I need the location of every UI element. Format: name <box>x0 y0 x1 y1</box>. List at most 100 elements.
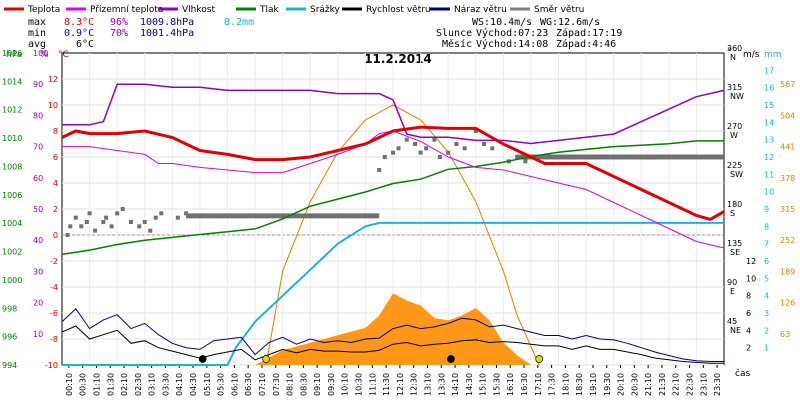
humidity-line <box>62 83 725 145</box>
tick-label-x: 20:30 <box>630 373 639 396</box>
solar-radiation-area <box>199 293 724 365</box>
tick-label-x: 18:30 <box>575 373 584 396</box>
tick-label-ms: 12 <box>746 257 756 266</box>
tick-label-x: 17:10 <box>534 373 543 396</box>
tick-label-hum: 60 <box>33 174 43 183</box>
tick-label-x: 05:10 <box>203 373 212 396</box>
tick-label-dir: 45 <box>727 317 737 326</box>
legend-label: Náraz větru <box>454 5 507 15</box>
tick-label-x: 06:10 <box>230 373 239 396</box>
tick-label-mm: 3 <box>764 309 769 318</box>
tick-label-temp: -8 <box>50 335 58 344</box>
legend-label: Vlhkost <box>182 5 215 15</box>
tick-label-x: 19:10 <box>589 373 598 396</box>
wind-direction-point <box>396 146 401 151</box>
tick-label-x: 04:30 <box>189 373 198 396</box>
wind-speed-line <box>61 325 724 364</box>
axis-label-hum: % <box>40 50 49 60</box>
tick-label-x: 03:30 <box>161 373 170 396</box>
axis-label-temp: °C <box>58 50 69 60</box>
tick-label-temp: -10 <box>45 361 58 370</box>
axis-label-time: čas <box>735 368 750 379</box>
stats-max-press: 1009.8hPa <box>140 17 194 28</box>
wind-direction-point <box>490 146 495 151</box>
wind-direction-point <box>142 220 147 224</box>
tick-label-dir: 225 <box>727 161 742 170</box>
tick-label-mm: 5 <box>764 274 769 283</box>
stats-avg-temp: 6°C <box>76 39 94 50</box>
tick-label-x: 07:10 <box>258 373 267 396</box>
tick-label-x: 08:30 <box>299 373 308 396</box>
tick-label-x: 09:30 <box>327 373 336 396</box>
tick-label-dir: 135 <box>727 239 742 248</box>
tick-label-hum: 80 <box>33 111 43 120</box>
tick-label-temp: 6 <box>53 153 58 162</box>
tick-label-mm: 11 <box>764 170 774 179</box>
tick-label-x: 08:10 <box>286 373 295 396</box>
tick-label-temp: 10 <box>48 101 58 110</box>
tick-label-dir-code: SW <box>730 170 743 179</box>
tick-label-ms: 8 <box>746 292 751 301</box>
chart-title: 11.2.2014 <box>364 52 432 66</box>
temperature-line <box>61 125 725 222</box>
tick-label-x: 23:30 <box>713 373 722 396</box>
info-wg: WG:12.6m/s <box>540 17 600 28</box>
stats-min-hum: 70% <box>110 28 128 39</box>
tick-label-hum: 70 <box>33 143 43 152</box>
tick-label-x: 09:10 <box>313 373 322 396</box>
moonset-marker <box>198 355 207 363</box>
info-block: WS:10.4m/s WG:12.6m/s Slunce Východ:07:2… <box>436 17 622 50</box>
tick-label-x: 15:10 <box>479 373 488 396</box>
tick-label-mm: 15 <box>764 101 774 110</box>
stats-min-press: 1001.4hPa <box>140 28 194 39</box>
wind-direction-point <box>523 159 528 164</box>
tick-label-x: 19:30 <box>603 373 612 396</box>
moonrise-marker <box>447 355 455 363</box>
tick-label-x: 16:10 <box>506 373 515 396</box>
tick-label-temp: 2 <box>53 205 58 214</box>
tick-label-hpa: 1002 <box>2 248 22 257</box>
tick-label-x: 02:10 <box>120 373 129 396</box>
tick-label-wm2: 567 <box>780 80 795 89</box>
tick-label-dir: 360 <box>727 44 742 53</box>
stats-max-temp: 8.3°C <box>64 17 94 28</box>
ground-temperature-line <box>62 130 725 249</box>
wind-direction-point <box>404 137 409 142</box>
plot-area <box>61 83 725 366</box>
wind-direction-point <box>79 224 84 229</box>
wind-direction-point <box>73 215 78 220</box>
tick-label-dir: 315 <box>727 83 742 92</box>
tick-label-hum: 20 <box>33 299 43 308</box>
rain-line <box>62 221 724 366</box>
tick-label-x: 17:30 <box>548 373 557 396</box>
tick-label-x: 03:10 <box>148 373 157 396</box>
tick-label-x: 14:10 <box>451 373 460 396</box>
tick-label-wm2: 63 <box>780 330 790 339</box>
axis-ticks: 9949969981000100210041006100810101012101… <box>2 44 795 396</box>
wind-gust-line <box>61 307 724 362</box>
tick-label-x: 07:30 <box>272 373 281 396</box>
tick-label-dir: 90 <box>727 278 737 287</box>
tick-label-hum: 100 <box>33 49 48 58</box>
tick-label-hpa: 1004 <box>2 219 22 228</box>
tick-label-x: 00:10 <box>65 373 74 396</box>
legend: Teplota Přízemní teplota Vlhkost Tlak Srážky… <box>4 5 584 15</box>
stats-max-rain: 8.2mm <box>224 17 254 28</box>
tick-label-mm: 9 <box>764 205 769 214</box>
tick-label-hum: 90 <box>33 80 43 89</box>
info-moon-label: Měsíc <box>442 38 472 50</box>
legend-label: Tlak <box>259 5 280 15</box>
axis-label-mm: mm <box>764 50 782 60</box>
tick-label-ms: 10 <box>746 274 756 283</box>
wind-direction-point <box>377 168 382 172</box>
tick-label-hum: 30 <box>33 267 43 276</box>
wind-direction-point <box>101 220 106 224</box>
tick-label-x: 02:30 <box>134 373 143 396</box>
tick-label-wm2: 189 <box>780 267 795 276</box>
wind-direction-point <box>159 211 164 216</box>
stats-avg-label: avg <box>28 39 46 50</box>
tick-label-hpa: 994 <box>2 361 17 370</box>
wind-direction-point <box>482 142 487 146</box>
tick-label-dir-code: E <box>730 287 735 296</box>
info-sun-set: Západ:17:19 <box>556 27 622 39</box>
